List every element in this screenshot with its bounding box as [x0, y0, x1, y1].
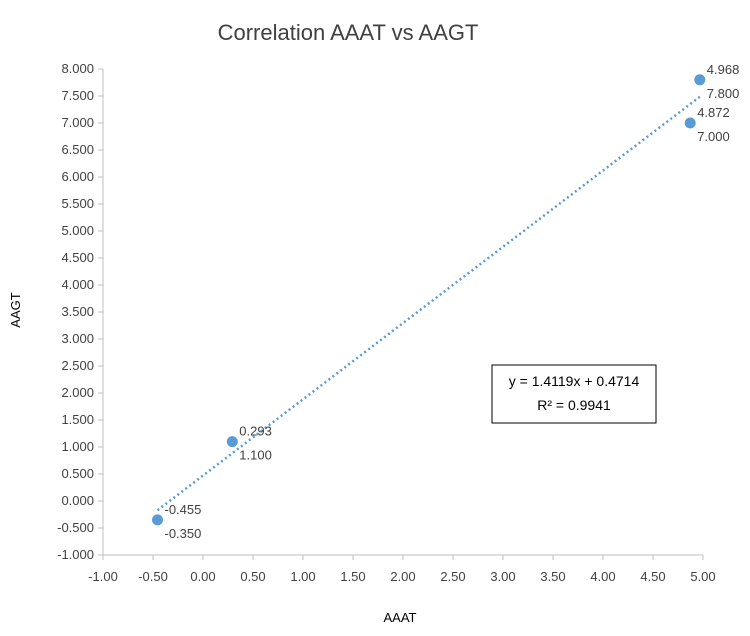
- data-label-y: 1.100: [239, 448, 272, 463]
- y-tick-label: 2.000: [61, 385, 94, 400]
- data-label-x: -0.455: [165, 502, 202, 517]
- data-point: [226, 436, 238, 448]
- data-label-x: 0.293: [239, 424, 272, 439]
- y-tick-label: 8.000: [61, 61, 94, 76]
- y-tick-label: 6.500: [61, 142, 94, 157]
- y-tick-label: 6.000: [61, 169, 94, 184]
- x-tick-label: -0.50: [138, 569, 168, 584]
- data-label-y: 7.000: [697, 129, 730, 144]
- data-label-x: 4.968: [707, 62, 740, 77]
- data-point: [694, 74, 706, 86]
- y-tick-label: 0.500: [61, 466, 94, 481]
- y-tick-label: 0.000: [61, 493, 94, 508]
- chart-title: Correlation AAAT vs AAGT: [218, 20, 479, 45]
- trendline-equation-box: y = 1.4119x + 0.4714 R² = 0.9941: [491, 364, 657, 424]
- x-tick-label: -1.00: [88, 569, 118, 584]
- y-tick-label: 2.500: [61, 358, 94, 373]
- x-axis-title: AAAT: [384, 610, 417, 625]
- y-tick-label: 3.000: [61, 331, 94, 346]
- y-tick-label: 5.000: [61, 223, 94, 238]
- y-tick-label: -0.500: [57, 520, 94, 535]
- x-tick-label: 4.50: [640, 569, 665, 584]
- data-label-y: 7.800: [707, 86, 740, 101]
- y-tick-label: 1.500: [61, 412, 94, 427]
- y-tick-label: 3.500: [61, 304, 94, 319]
- equation-box-border: [491, 364, 657, 424]
- y-axis-title: AAGT: [8, 292, 23, 327]
- data-label-x: 4.872: [697, 105, 730, 120]
- x-tick-label: 1.00: [290, 569, 315, 584]
- trendline: [156, 95, 701, 512]
- y-tick-label: 7.000: [61, 115, 94, 130]
- x-tick-label: 2.50: [440, 569, 465, 584]
- x-axis-ticks: -1.00 -0.50 0.00 0.50 1.00 1.50 2.00 2.50 3.00 3.…: [88, 555, 716, 584]
- y-tick-label: 1.000: [61, 439, 94, 454]
- axes: [102, 69, 703, 556]
- data-label-y: -0.350: [165, 526, 202, 541]
- x-tick-label: 0.50: [240, 569, 265, 584]
- y-tick-label: 7.500: [61, 88, 94, 103]
- y-tick-label: -1.000: [57, 547, 94, 562]
- x-tick-label: 3.00: [490, 569, 515, 584]
- x-tick-label: 0.00: [190, 569, 215, 584]
- x-tick-label: 1.50: [340, 569, 365, 584]
- y-tick-label: 4.500: [61, 250, 94, 265]
- y-tick-label: 4.000: [61, 277, 94, 292]
- x-tick-label: 4.00: [590, 569, 615, 584]
- y-tick-label: 5.500: [61, 196, 94, 211]
- data-labels: -0.455 -0.350 0.293 1.100 4.872 7.000 4.968 7.8…: [165, 62, 740, 541]
- trendline-equation: y = 1.4119x + 0.4714: [509, 373, 640, 389]
- y-axis-ticks: -1.000 -0.500 0.000 0.500 1.000 1.500 2.000 2.5…: [57, 61, 103, 562]
- data-point: [684, 117, 696, 129]
- data-point: [152, 514, 163, 526]
- trendline-r-squared: R² = 0.9941: [537, 397, 611, 413]
- x-tick-label: 2.00: [390, 569, 415, 584]
- x-tick-label: 5.00: [690, 569, 715, 584]
- data-points: [152, 74, 706, 526]
- trendline-group: [156, 95, 701, 512]
- x-tick-label: 3.50: [540, 569, 565, 584]
